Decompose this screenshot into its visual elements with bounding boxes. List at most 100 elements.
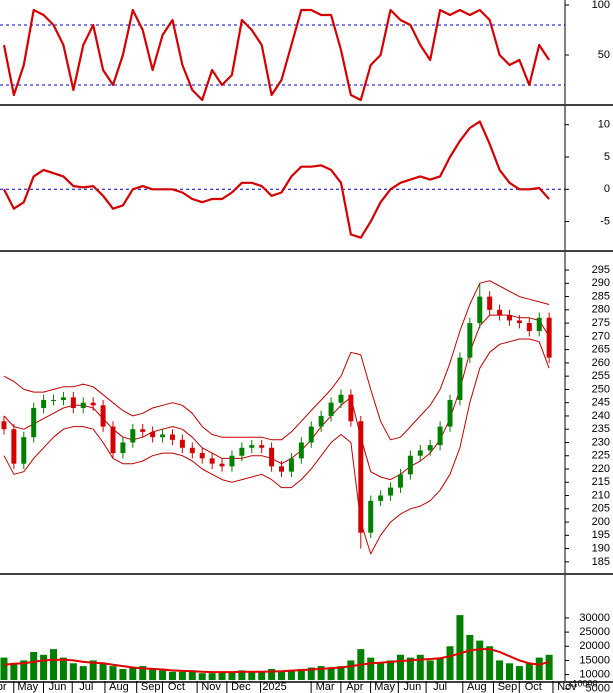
candle-body	[279, 466, 285, 472]
candle-body	[150, 431, 156, 438]
candle-body	[189, 447, 195, 454]
candle-body	[427, 445, 433, 451]
volume-bar	[248, 671, 256, 680]
x-tick-label: Dec	[231, 681, 251, 693]
volume-bar	[377, 663, 385, 680]
candle-body	[358, 421, 364, 533]
volume-bar	[287, 670, 295, 680]
y-tick-label: 285	[592, 290, 610, 302]
candle-body	[447, 400, 453, 427]
candle-body	[21, 437, 27, 464]
volume-bar	[50, 649, 58, 680]
volume-bar	[426, 660, 434, 680]
volume-bar	[218, 671, 226, 680]
candle-body	[516, 320, 522, 324]
candle-body	[506, 315, 512, 321]
y-tick-label: 10	[598, 119, 610, 131]
y-tick-label: 20000	[579, 640, 610, 652]
x-tick-label: Jun	[49, 681, 67, 693]
candle-body	[90, 402, 96, 406]
candle-body	[249, 445, 255, 448]
volume-bar	[0, 657, 8, 680]
y-tick-label: 190	[592, 542, 610, 554]
y-tick-label: 5	[604, 151, 610, 163]
y-tick-label: -5	[600, 215, 610, 227]
y-tick-label: 235	[592, 423, 610, 435]
volume-ma-line	[3, 648, 550, 674]
y-tick-label: 195	[592, 529, 610, 541]
y-tick-label: 250	[592, 383, 610, 395]
candle-body	[437, 426, 443, 446]
candle-body	[397, 474, 403, 488]
y-tick-label: 205	[592, 503, 610, 515]
x-tick-label: May	[374, 681, 395, 693]
volume-bar	[139, 666, 147, 680]
candle-body	[41, 400, 47, 408]
candle-body	[457, 357, 463, 401]
x-tick-label: Jun	[403, 681, 421, 693]
y-tick-label: 240	[592, 410, 610, 422]
candle-body	[536, 317, 542, 332]
candle-body	[368, 500, 374, 533]
y-tick-label: 210	[592, 489, 610, 501]
candle-body	[477, 296, 483, 324]
candle-body	[467, 323, 473, 358]
volume-bar	[40, 654, 48, 680]
y-tick-label: 220	[592, 463, 610, 475]
y-tick-label: 15000	[579, 654, 610, 666]
candle-body	[60, 397, 66, 401]
candle-body	[100, 405, 106, 427]
x-tick-label: Jul	[433, 681, 447, 693]
candle-body	[179, 439, 185, 448]
y-tick-label: 10000	[579, 669, 610, 681]
candle-body	[328, 402, 334, 416]
x-tick-label: Aug	[467, 681, 487, 693]
volume-bar	[297, 668, 305, 680]
y-tick-label: 270	[592, 330, 610, 342]
candle-body	[497, 309, 503, 316]
volume-bar	[347, 660, 355, 680]
candle-body	[199, 453, 205, 459]
volume-bar	[278, 671, 286, 680]
volume-bar	[188, 670, 196, 680]
x-tick-label: Apr	[0, 681, 7, 693]
x-tick-label: Mar	[316, 681, 335, 693]
volume-bar	[545, 654, 553, 680]
candle-body	[288, 458, 294, 472]
bollinger-band	[3, 338, 550, 555]
x-tick-label: Sep	[498, 681, 518, 693]
volume-bar	[525, 663, 533, 680]
y-tick-label: 260	[592, 357, 610, 369]
candle-body	[120, 442, 126, 454]
x-tick-label: Apr	[346, 681, 363, 693]
volume-bar	[129, 667, 137, 680]
volume-bar	[466, 634, 474, 680]
volume-bar	[367, 657, 375, 680]
y-tick-label: 225	[592, 450, 610, 462]
volume-bar	[238, 670, 246, 680]
y-tick-label: 255	[592, 370, 610, 382]
y-tick-label: 295	[592, 264, 610, 276]
volume-bar	[268, 668, 276, 680]
candle-body	[219, 463, 225, 467]
candle-body	[298, 442, 304, 459]
bollinger-band	[3, 280, 550, 441]
candle-body	[229, 455, 235, 467]
candle-body	[259, 445, 265, 448]
volume-bar	[69, 663, 77, 680]
volume-bar	[30, 651, 38, 680]
x-tick-label: Oct	[168, 681, 185, 693]
x-tick-label: Sep	[141, 681, 161, 693]
volume-bar	[168, 671, 176, 680]
candle-body	[80, 402, 86, 408]
y-tick-label: 280	[592, 304, 610, 316]
volume-bar	[505, 663, 513, 680]
candle-body	[417, 450, 423, 456]
candle-body	[487, 296, 493, 310]
volume-bar	[79, 666, 87, 680]
volume-bar	[436, 657, 444, 680]
candle-body	[169, 434, 175, 440]
candle-body	[130, 429, 136, 443]
candle-body	[269, 447, 275, 467]
